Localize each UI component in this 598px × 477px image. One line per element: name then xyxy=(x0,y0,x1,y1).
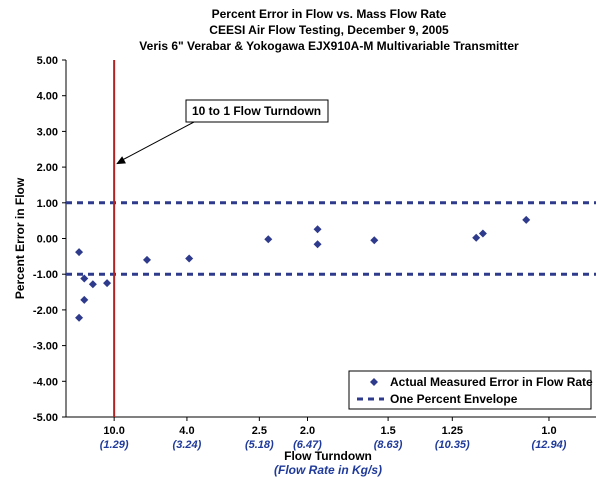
y-tick-label: 5.00 xyxy=(37,55,58,67)
data-point xyxy=(75,248,84,257)
y-tick-label: -1.00 xyxy=(33,269,58,281)
legend-box xyxy=(348,370,592,410)
y-tick-label: 0.00 xyxy=(37,234,58,246)
legend-diamond-marker xyxy=(370,378,378,386)
data-point xyxy=(522,215,531,224)
y-tick-label: 3.00 xyxy=(37,126,58,138)
y-tick-labels: 5.00 4.00 3.00 2.00 1.00 0.00 -1.00 -2.00 -3.00 -… xyxy=(33,55,58,424)
data-point xyxy=(75,313,84,322)
data-point xyxy=(80,295,89,304)
x-tick-label-flow-rate: (1.29) xyxy=(100,439,129,451)
y-tick-label: 1.00 xyxy=(37,198,58,210)
y-axis-label: Percent Error in Flow xyxy=(13,177,27,299)
annotation-text: 10 to 1 Flow Turndown xyxy=(192,104,321,118)
legend-series-measured: Actual Measured Error in Flow Rate xyxy=(390,375,593,389)
data-point xyxy=(88,280,97,289)
x-tick-label-turndown: 1.0 xyxy=(541,425,556,437)
y-tick-marks xyxy=(62,59,66,418)
y-tick-label: -5.00 xyxy=(33,412,58,424)
x-axis-label: Flow Turndown xyxy=(284,449,372,463)
y-tick-label: -2.00 xyxy=(33,305,58,317)
x-tick-label-flow-rate: (12.94) xyxy=(532,439,567,451)
data-point xyxy=(142,255,151,264)
data-points xyxy=(75,215,531,322)
x-tick-label-flow-rate: (3.24) xyxy=(173,439,202,451)
x-tick-label-turndown: 4.0 xyxy=(179,425,194,437)
x-tick-label-turndown: 2.5 xyxy=(252,425,267,437)
chart-title: Percent Error in Flow vs. Mass Flow Rate xyxy=(211,7,447,21)
x-tick-label-flow-rate: (5.18) xyxy=(245,439,274,451)
y-tick-label: -3.00 xyxy=(33,341,58,353)
chart-subtitle-1: CEESI Air Flow Testing, December 9, 2005 xyxy=(209,23,449,37)
data-point xyxy=(313,225,322,234)
chart-subtitle-2: Veris 6" Verabar & Yokogawa EJX910A-M Mu… xyxy=(139,39,519,53)
one-percent-envelope xyxy=(66,201,596,276)
x-tick-label-turndown: 1.5 xyxy=(380,425,395,437)
legend: Actual Measured Error in Flow Rate One P… xyxy=(348,370,593,410)
x-tick-label-flow-rate: (8.63) xyxy=(374,439,403,451)
data-point xyxy=(185,254,194,263)
x-tick-label-turndown: 10.0 xyxy=(103,425,124,437)
data-point xyxy=(478,229,487,238)
data-point xyxy=(370,236,379,245)
annotation-arrow xyxy=(121,121,195,161)
x-tick-label-turndown: 2.0 xyxy=(300,425,315,437)
x-tick-label-turndown: 1.25 xyxy=(442,425,463,437)
data-point xyxy=(264,235,273,244)
data-point xyxy=(313,240,322,249)
x-tick-label-flow-rate: (6.47) xyxy=(293,439,322,451)
x-axis-sublabel: (Flow Rate in Kg/s) xyxy=(274,463,382,477)
x-tick-label-flow-rate: (10.35) xyxy=(435,439,470,451)
y-tick-label: 4.00 xyxy=(37,91,58,103)
data-point xyxy=(103,279,112,288)
chart-titles: Percent Error in Flow vs. Mass Flow Rate… xyxy=(0,6,598,54)
data-point xyxy=(80,274,89,283)
y-tick-label: -4.00 xyxy=(33,376,58,388)
y-tick-label: 2.00 xyxy=(37,162,58,174)
legend-series-envelope: One Percent Envelope xyxy=(390,392,518,406)
x-tick-labels: 10.0 (1.29) 4.0 (3.24) 2.5 (5.18) 2.0 (6.47) 1.5… xyxy=(100,425,567,451)
data-point xyxy=(472,233,481,242)
x-tick-marks xyxy=(113,417,550,421)
annotation: 10 to 1 Flow Turndown xyxy=(116,99,329,165)
annotation-arrowhead xyxy=(116,156,126,165)
annotation-box xyxy=(185,99,329,123)
